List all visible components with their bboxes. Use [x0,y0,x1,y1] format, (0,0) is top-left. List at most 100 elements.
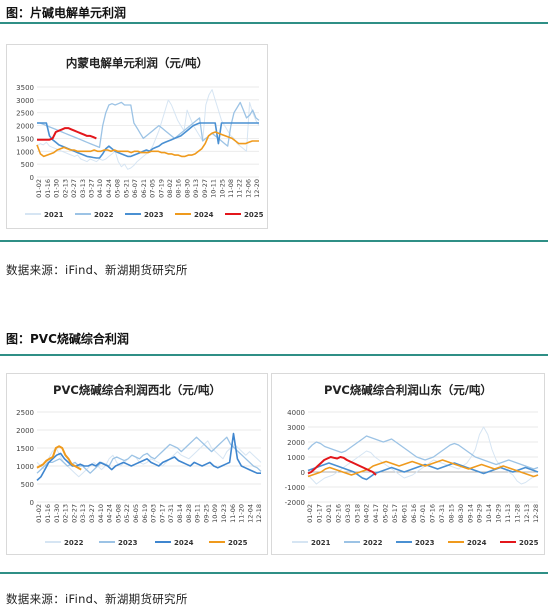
x-tick-label: 03-18 [353,504,361,523]
section-title-1: 图：片碱电解单元利润 [6,6,127,20]
x-tick-label: 01-02 [306,504,314,523]
x-tick-label: 12-18 [255,504,263,523]
data-source-2: 数据来源：iFind、新湖期货研究所 [6,592,188,606]
y-tick-label: 0 [30,174,34,182]
x-tick-label: 11-13 [504,504,512,523]
legend-label-2023: 2023 [144,211,164,219]
x-tick-label: 07-01 [419,504,427,523]
y-tick-label: 3500 [16,84,34,92]
legend-label-2025: 2025 [244,211,264,219]
chart-title: PVC烧碱综合利润西北（元/吨） [53,383,221,397]
y-tick-label: 1000 [287,454,305,462]
x-tick-label: 07-16 [429,504,437,523]
x-tick-label: 08-28 [185,504,193,523]
y-tick-label: 500 [21,481,34,489]
x-tick-label: 12-20 [253,179,261,198]
x-tick-label: 10-14 [485,504,493,523]
chart-pvc-caustic-profit-northwest: PVC烧碱综合利润西北（元/吨） 0 500 1000 1500 2000 2500 01-0… [16,383,263,547]
x-tick-label: 03-13 [79,179,87,198]
y-tick-label: 1500 [16,445,34,453]
series-line-2021 [307,426,539,485]
x-tick-label: 05-08 [114,179,122,198]
legend-label-2024: 2024 [194,211,214,219]
chart-panel-shandong: PVC烧碱综合利润山东（元/吨） -2000 -1000 0 1000 2000 3000 4… [271,373,545,555]
x-tick-label: 03-27 [88,504,96,523]
series-line-2022 [37,101,260,149]
x-tick-label: 09-25 [202,504,210,523]
x-tick-label: 08-30 [183,179,191,198]
x-tick-label: 12-06 [244,179,252,198]
legend-label-2021: 2021 [44,211,64,219]
y-tick-label: 3000 [16,97,34,105]
legend-label-2023: 2023 [118,539,138,547]
x-tick-label: 08-15 [447,504,455,523]
section-title-2: 图：PVC烧碱综合利润 [6,332,129,346]
chart-panel-inner-mongolia: 内蒙电解单元利润（元/吨） 0 500 1000 1500 2000 2500 3000 350… [6,44,268,229]
legend-label-2024: 2024 [174,539,194,547]
x-tick-label: 10-23 [220,504,228,523]
chart-pvc-caustic-profit-shandong: PVC烧碱综合利润山东（元/吨） -2000 -1000 0 1000 2000 3000 4… [285,383,541,547]
x-tick-label: 10-25 [218,179,226,198]
section-divider-4 [0,572,548,574]
series-line-2025 [36,445,82,471]
x-tick-label: 06-07 [131,179,139,198]
x-tick-label: 02-16 [334,504,342,523]
x-tick-label: 08-02 [166,179,174,198]
x-tick-label: 03-27 [88,179,96,198]
data-source-1: 数据来源：iFind、新湖期货研究所 [6,263,188,277]
y-tick-label: 2000 [16,427,34,435]
x-tick-label: 06-21 [140,179,148,198]
x-tick-label: 01-16 [44,179,52,198]
legend-label-2021: 2021 [311,539,331,547]
series-line-2025 [307,456,377,476]
x-tick-label: 03-03 [344,504,352,523]
chart-panel-northwest: PVC烧碱综合利润西北（元/吨） 0 500 1000 1500 2000 2500 01-0… [6,373,268,555]
legend-label-2025: 2025 [519,539,539,547]
x-tick-label: 09-13 [192,179,200,198]
legend-label-2022: 2022 [64,539,84,547]
x-tick-label: 07-05 [149,179,157,198]
x-tick-label: 11-06 [229,504,237,523]
y-tick-label: 2000 [16,123,34,131]
x-tick-label: 07-17 [158,504,166,523]
chart-title: PVC烧碱综合利润山东（元/吨） [324,383,492,397]
x-tick-label: 04-17 [372,504,380,523]
series-line-2024 [36,432,261,481]
series-line-2024 [36,131,259,158]
y-tick-label: 2000 [287,439,305,447]
chart-inner-mongolia-electrolysis-profit: 内蒙电解单元利润（元/吨） 0 500 1000 1500 2000 2500 3000 350… [16,56,264,219]
x-tick-label: 02-13 [61,179,69,198]
x-tick-label: 07-31 [438,504,446,523]
x-tick-label: 09-27 [201,179,209,198]
y-tick-label: 2500 [16,409,34,417]
x-tick-label: 02-27 [70,504,78,523]
x-tick-label: 05-08 [114,504,122,523]
x-tick-label: 09-14 [466,504,474,523]
x-tick-label: 04-24 [106,504,114,523]
x-tick-label: 04-02 [363,504,371,523]
series-line-2023 [36,436,262,474]
legend-label-2022: 2022 [94,211,114,219]
x-tick-label: 05-22 [123,504,131,523]
x-tick-label: 12-28 [532,504,540,523]
x-tick-label: 11-28 [513,504,521,523]
x-tick-label: 07-31 [167,504,175,523]
section-divider-2 [0,240,548,242]
y-tick-label: 2500 [16,110,34,118]
y-tick-label: 1500 [16,135,34,143]
x-tick-label: 04-10 [96,179,104,198]
x-tick-label: 04-10 [97,504,105,523]
x-tick-label: 07-19 [157,179,165,198]
x-tick-label: 09-29 [476,504,484,523]
x-tick-label: 01-30 [53,504,61,523]
y-tick-label: 1000 [16,148,34,156]
series-line-2024 [307,459,539,478]
x-tick-label: 11-20 [238,504,246,523]
y-tick-label: 0 [301,469,305,477]
y-tick-label: 1000 [16,463,34,471]
x-tick-label: 07-03 [150,504,158,523]
y-tick-label: -1000 [285,484,305,492]
x-tick-label: 11-08 [227,179,235,198]
x-tick-label: 06-19 [141,504,149,523]
x-tick-label: 02-27 [70,179,78,198]
